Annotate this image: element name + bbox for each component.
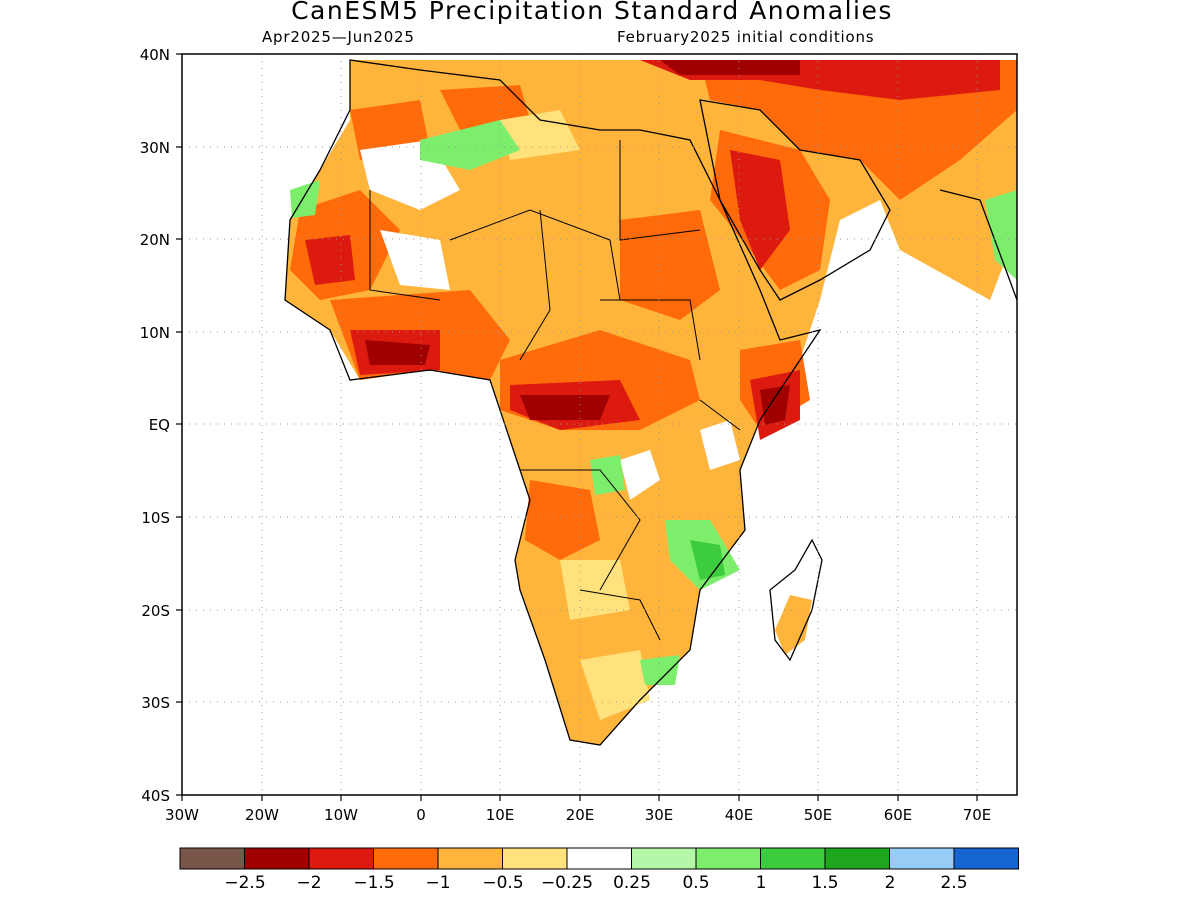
- y-tick-label: 30N: [140, 139, 170, 157]
- colorbar-label: 1: [756, 873, 767, 893]
- map-title: CanESM5 Precipitation Standard Anomalies: [291, 0, 893, 25]
- colorbar-swatch: [244, 847, 310, 870]
- y-tick-label: 20N: [140, 231, 170, 249]
- colorbar-label: −2: [296, 873, 321, 893]
- anomaly-field: [284, 59, 1017, 746]
- colorbar-label: 0.25: [613, 873, 651, 893]
- season-label: Apr2025—Jun2025: [262, 28, 415, 46]
- colorbar-label: 2.5: [940, 873, 967, 893]
- y-tick-label: 10S: [141, 509, 170, 527]
- colorbar-swatch: [502, 847, 568, 870]
- colorbar-label: −0.5: [482, 873, 523, 893]
- x-tick-label: 30W: [165, 806, 199, 824]
- arabia-coastline: [699, 99, 891, 301]
- y-axis-labels: 40N 30N 20N 10N EQ 10S 20S 30S 40S: [140, 46, 170, 805]
- y-tick-label: 30S: [141, 694, 170, 712]
- x-tick-label: 20E: [566, 806, 595, 824]
- x-tick-label: 10W: [324, 806, 358, 824]
- x-axis-labels: 30W 20W 10W 0 10E 20E 30E 40E 50E 60E 70…: [165, 806, 991, 824]
- colorbar-label: −2.5: [224, 873, 265, 893]
- x-tick-label: 10E: [486, 806, 515, 824]
- colorbar-swatch: [760, 847, 826, 870]
- x-tick-label: 50E: [804, 806, 833, 824]
- madagascar-anomaly: [775, 595, 812, 655]
- colorbar-label: 2: [885, 873, 896, 893]
- initial-conditions-label: February2025 initial conditions: [617, 28, 875, 46]
- colorbar-swatch: [179, 847, 245, 870]
- y-tick-label: 20S: [141, 602, 170, 620]
- colorbar-label: −0.25: [541, 873, 593, 893]
- axis-ticks: [176, 53, 978, 801]
- coastline: [284, 59, 822, 746]
- colorbar-swatch: [953, 847, 1019, 870]
- colorbar-label: 1.5: [811, 873, 838, 893]
- y-tick-label: 10N: [140, 324, 170, 342]
- anomaly-minus-2: [365, 60, 800, 425]
- x-tick-label: 30E: [645, 806, 674, 824]
- x-tick-label: 60E: [884, 806, 913, 824]
- x-tick-label: 0: [416, 806, 426, 824]
- anomaly-near-normal: [360, 140, 740, 500]
- y-tick-label: 40N: [140, 46, 170, 64]
- colorbar-swatch: [695, 847, 761, 870]
- colorbar-swatch: [437, 847, 503, 870]
- colorbar-swatch: [308, 847, 374, 870]
- x-tick-label: 70E: [963, 806, 992, 824]
- colorbar-labels: −2.5 −2 −1.5 −1 −0.5 −0.25 0.25 0.5 1 1.…: [224, 873, 967, 893]
- colorbar: [179, 847, 1019, 870]
- colorbar-swatch: [889, 847, 955, 870]
- colorbar-label: 0.5: [682, 873, 709, 893]
- colorbar-label: −1: [425, 873, 450, 893]
- colorbar-label: −1.5: [353, 873, 394, 893]
- anomaly-plus-1: [690, 540, 725, 580]
- y-tick-label: 40S: [141, 787, 170, 805]
- madagascar-coastline: [769, 538, 823, 662]
- colorbar-swatch: [631, 847, 697, 870]
- x-tick-label: 20W: [245, 806, 279, 824]
- colorbar-swatch: [373, 847, 439, 870]
- x-tick-label: 40E: [725, 806, 754, 824]
- country-borders: [369, 140, 741, 641]
- india-coastline: [939, 189, 1017, 301]
- colorbar-swatch: [566, 847, 632, 870]
- y-tick-label: EQ: [149, 416, 170, 434]
- colorbar-swatch: [824, 847, 890, 870]
